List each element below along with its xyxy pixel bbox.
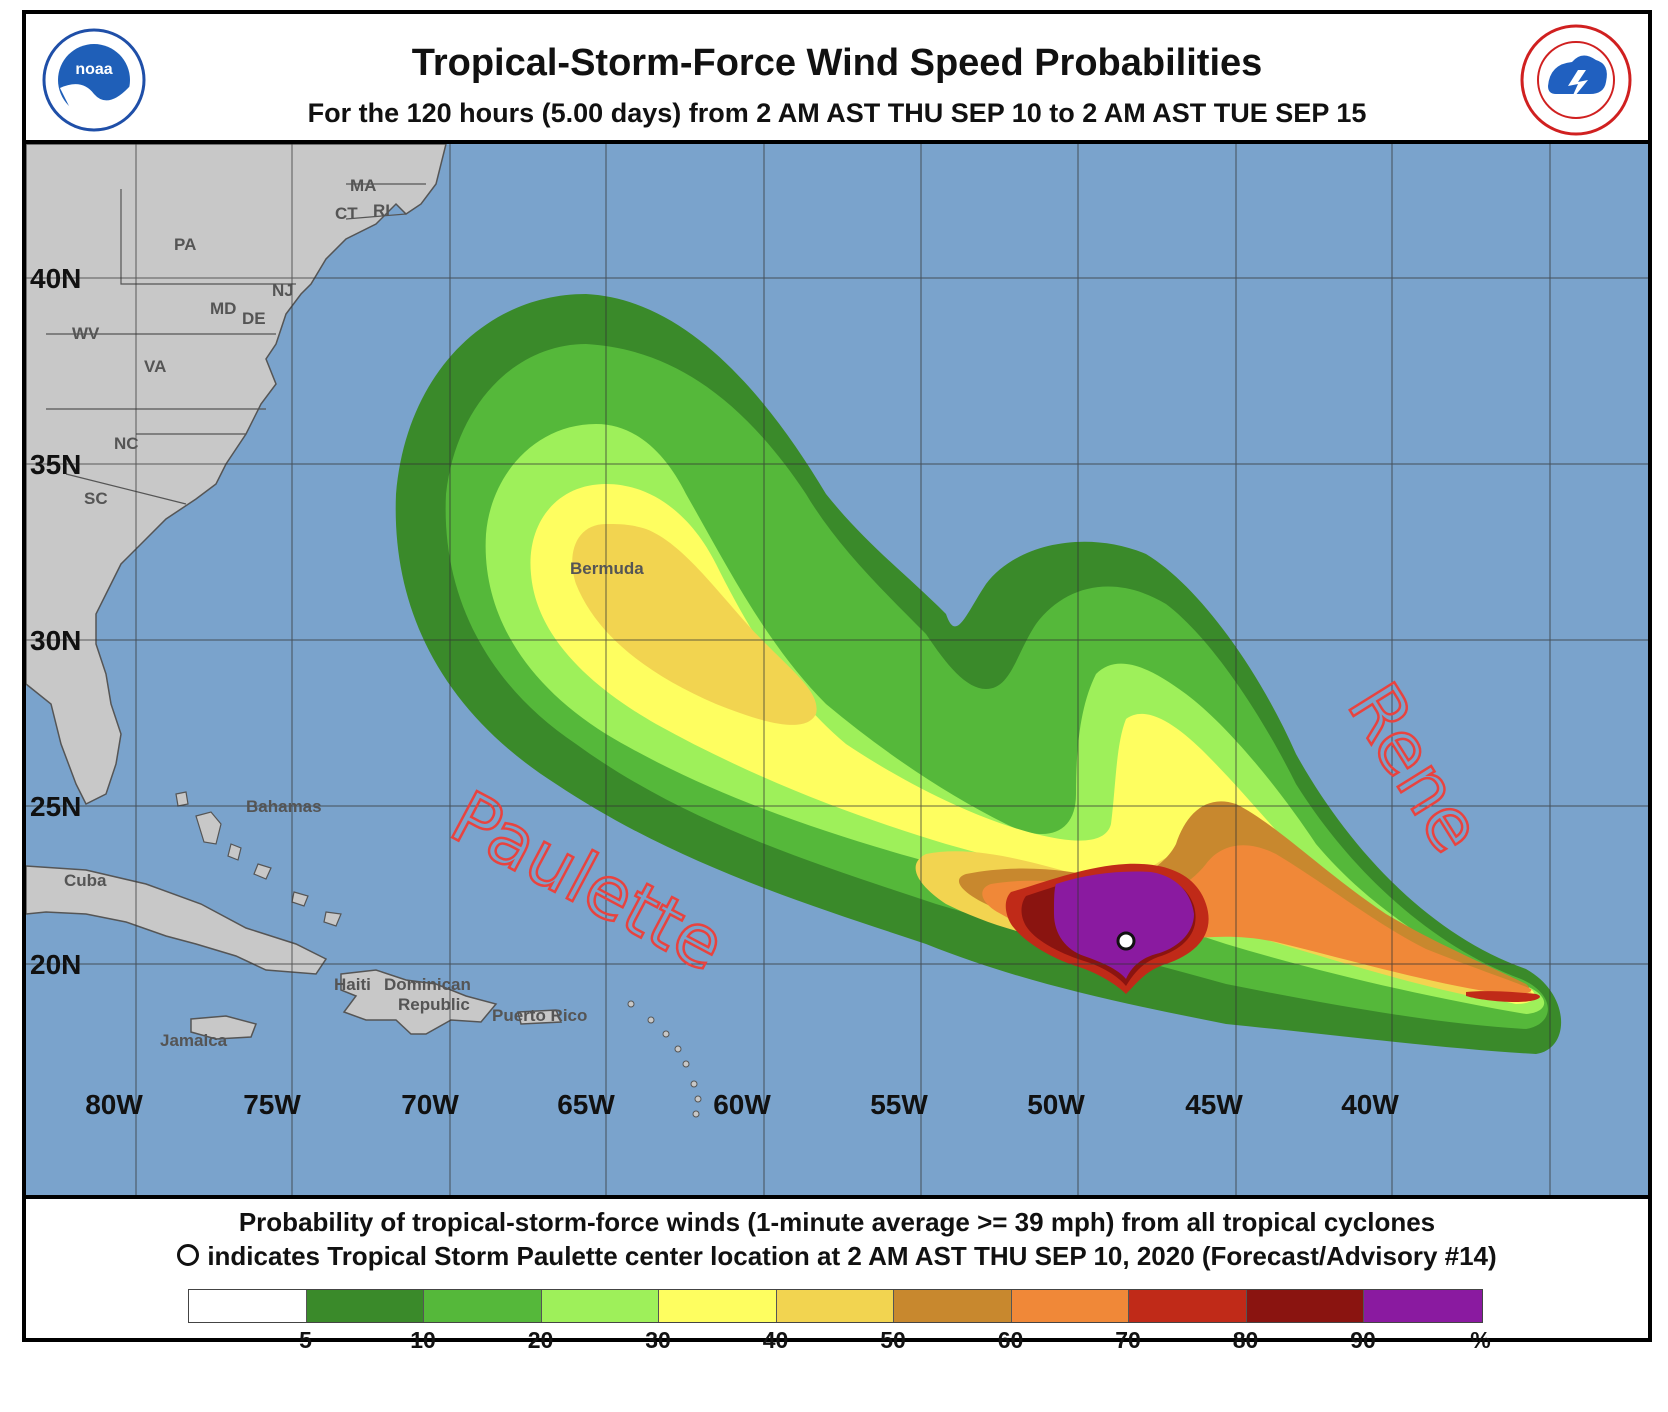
lat-label: 35N: [30, 449, 81, 480]
graticule: [26, 144, 1648, 1195]
legend-label: 70: [1115, 1327, 1141, 1353]
label-nc: NC: [114, 434, 139, 453]
lon-label: 55W: [870, 1089, 928, 1120]
label-wv: WV: [72, 324, 100, 343]
lon-label: 60W: [713, 1089, 771, 1120]
lon-label: 80W: [85, 1089, 143, 1120]
contour-90-plus: [1054, 871, 1194, 979]
land-us-east-coast: [26, 144, 447, 806]
legend-swatch: [541, 1290, 659, 1322]
land-jamaica: [190, 1015, 257, 1040]
svg-text:noaa: noaa: [75, 61, 112, 78]
legend-label: 30: [645, 1327, 671, 1353]
label-ri: RI: [373, 201, 390, 220]
lon-label: 50W: [1027, 1089, 1085, 1120]
contour-60-70: [982, 845, 1532, 995]
storm-center-note: indicates Tropical Storm Paulette center…: [26, 1241, 1648, 1272]
label-ma: MA: [350, 176, 376, 195]
legend-swatch: [189, 1290, 307, 1322]
footer: Probability of tropical-storm-force wind…: [26, 1199, 1648, 1353]
header: noaa Tropical-Storm-Force Wind Speed Pro…: [26, 14, 1648, 144]
longitude-labels: 80W 75W 70W 65W 60W 55W 50W 45W 40W: [85, 1089, 1399, 1120]
legend-labels: 5 10 20 30 40 50 60 70 80 90%: [188, 1327, 1491, 1355]
place-labels: MA CT RI PA NJ MD DE WV VA NC SC Bermuda…: [64, 176, 644, 1050]
lat-label: 40N: [30, 263, 81, 294]
legend-label: 40: [762, 1327, 789, 1353]
land-cuba: [26, 865, 328, 975]
label-md: MD: [210, 299, 236, 318]
legend-label: 5: [299, 1327, 312, 1353]
lon-label: 70W: [401, 1089, 459, 1120]
label-nj: NJ: [272, 281, 294, 300]
contour-40-50: [572, 524, 817, 725]
lon-label: 65W: [557, 1089, 615, 1120]
label-pa: PA: [174, 235, 196, 254]
noaa-logo-icon: noaa: [42, 28, 146, 132]
label-cuba: Cuba: [64, 871, 107, 890]
legend-label: 10: [410, 1327, 436, 1353]
label-sc: SC: [84, 489, 108, 508]
label-va: VA: [144, 357, 166, 376]
lon-label: 45W: [1185, 1089, 1243, 1120]
land-puerto-rico: [517, 1009, 563, 1025]
legend-swatch: [776, 1290, 894, 1322]
label-bermuda: Bermuda: [570, 559, 644, 578]
lat-label: 25N: [30, 791, 81, 822]
open-circle-icon: [177, 1244, 200, 1266]
land-hispaniola: [340, 969, 498, 1035]
legend-swatch: [1364, 1290, 1482, 1322]
lon-label: 75W: [243, 1089, 301, 1120]
nws-logo-icon: [1520, 24, 1632, 136]
state-boundaries: [46, 183, 426, 505]
lon-label: 40W: [1341, 1089, 1399, 1120]
map-title: Tropical-Storm-Force Wind Speed Probabil…: [411, 42, 1263, 84]
legend-caption: Probability of tropical-storm-force wind…: [238, 1207, 1436, 1237]
legend-label: %: [1470, 1327, 1491, 1353]
label-ct: CT: [335, 204, 358, 223]
label-puerto-rico: Puerto Rico: [492, 1006, 587, 1025]
legend-swatch: [1011, 1290, 1129, 1322]
land-bahamas: [175, 791, 342, 927]
legend-swatch: [306, 1290, 424, 1322]
color-legend: [188, 1289, 1483, 1323]
contour-70-80-east: [1466, 991, 1540, 1002]
legend-label: 80: [1232, 1327, 1259, 1353]
label-jamaica: Jamaica: [160, 1031, 228, 1050]
label-bahamas: Bahamas: [246, 797, 322, 816]
lat-label: 30N: [30, 625, 81, 656]
storm-center-marker: [1116, 931, 1136, 951]
land-lesser-antilles: [627, 1000, 702, 1118]
label-haiti: Haiti: [334, 975, 371, 994]
label-de: DE: [242, 309, 266, 328]
legend-swatch: [894, 1290, 1012, 1322]
legend-swatch: [1129, 1290, 1247, 1322]
probability-contours: [395, 294, 1562, 1054]
legend-label: 60: [997, 1327, 1024, 1353]
legend-label: 90: [1350, 1327, 1376, 1353]
legend-label: 20: [527, 1327, 554, 1353]
figure-frame: noaa Tropical-Storm-Force Wind Speed Pro…: [22, 10, 1652, 1353]
lat-label: 20N: [30, 949, 81, 980]
latitude-labels: 40N 35N 30N 25N 20N: [30, 263, 81, 980]
probability-map: 40N 35N 30N 25N 20N 80W 75W 70W 65W 60W …: [26, 144, 1648, 1199]
storm-center-note-text: indicates Tropical Storm Paulette center…: [207, 1241, 1497, 1271]
legend-swatch: [659, 1290, 777, 1322]
legend-swatch: [424, 1290, 542, 1322]
map-subtitle: For the 120 hours (5.00 days) from 2 AM …: [307, 98, 1367, 128]
legend-swatch: [1246, 1290, 1364, 1322]
label-republic: Republic: [398, 995, 470, 1014]
map-canvas: 40N 35N 30N 25N 20N 80W 75W 70W 65W 60W …: [26, 144, 1648, 1195]
label-dominican: Dominican: [384, 975, 471, 994]
legend-label: 50: [880, 1327, 906, 1353]
